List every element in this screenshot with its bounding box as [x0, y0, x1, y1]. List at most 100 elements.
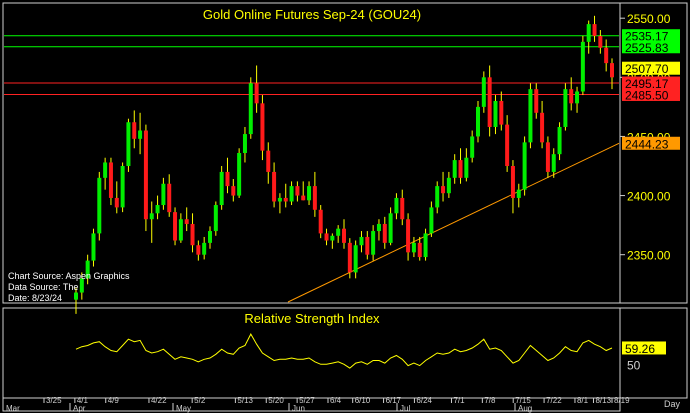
candle-body	[336, 228, 341, 236]
candle-39	[301, 181, 306, 201]
candle-5	[103, 157, 108, 190]
candle-body	[476, 106, 480, 137]
candle-body	[446, 177, 451, 194]
candle-body	[557, 126, 562, 155]
candle-63	[441, 171, 446, 202]
candle-body	[493, 100, 498, 127]
time-axis-unit-label: Day	[664, 399, 681, 409]
candle-75	[510, 160, 515, 214]
candle-body	[371, 231, 376, 255]
candle-73	[499, 91, 504, 131]
candle-body	[452, 160, 457, 178]
trendline-label-box	[622, 136, 680, 150]
candle-18	[178, 213, 183, 243]
candle-body	[132, 122, 137, 139]
candle-body	[307, 186, 312, 201]
candle-49	[359, 231, 364, 253]
chart-title: Gold Online Futures Sep-24 (GOU24)	[203, 7, 421, 22]
candle-81	[545, 136, 550, 178]
candle-79	[534, 83, 539, 119]
candle-9	[126, 118, 131, 172]
candle-body	[196, 245, 201, 255]
candle-15	[161, 177, 166, 210]
trendline	[287, 142, 620, 303]
candle-body	[376, 223, 381, 232]
candle-body	[108, 162, 113, 198]
candle-body	[347, 242, 352, 273]
candle-body	[149, 213, 154, 220]
candle-body	[91, 233, 96, 261]
annotation-date: Date: 8/23/24	[8, 293, 62, 303]
candle-47	[347, 238, 352, 279]
candle-body	[126, 122, 131, 167]
candle-88	[586, 20, 591, 54]
candle-0	[74, 287, 78, 314]
candle-71	[487, 65, 492, 137]
candle-30	[248, 77, 253, 139]
month-label: Mar	[6, 404, 20, 413]
candle-8	[120, 162, 125, 213]
candle-body	[283, 197, 288, 202]
candle-body	[592, 24, 597, 36]
candle-31	[254, 65, 259, 113]
candle-body	[353, 245, 358, 273]
candle-body	[114, 197, 119, 208]
candle-body	[540, 112, 545, 143]
candle-body	[330, 235, 335, 241]
candle-body	[260, 103, 265, 151]
y-tick-label: 2550.00	[627, 12, 671, 26]
candle-42	[318, 205, 323, 239]
candle-1	[79, 272, 84, 300]
candle-body	[516, 189, 521, 198]
candle-body	[213, 205, 218, 232]
candle-29	[242, 126, 247, 163]
candle-25	[219, 166, 224, 210]
candle-45	[336, 225, 341, 243]
candle-body	[318, 209, 323, 234]
candle-body	[586, 24, 591, 42]
candle-body	[610, 63, 614, 78]
candle-body	[184, 219, 189, 224]
candle-body	[342, 228, 346, 243]
candle-2	[85, 254, 90, 285]
candle-80	[540, 100, 545, 149]
candle-body	[225, 171, 230, 187]
candle-55	[394, 193, 399, 220]
candle-body	[289, 186, 294, 202]
candle-41	[312, 171, 317, 217]
rsi-last-value-box	[622, 341, 666, 355]
x-tick-label: 7/1	[453, 396, 465, 405]
candle-body	[178, 219, 183, 241]
candle-22	[202, 236, 207, 260]
candle-43	[324, 228, 329, 246]
rsi-panel	[2, 307, 621, 399]
candle-body	[161, 183, 166, 206]
candle-body	[103, 162, 108, 178]
y-tick-label: 2400.00	[627, 190, 671, 204]
candle-86	[575, 86, 580, 113]
rsi-last-value: 59.26	[625, 342, 655, 356]
candle-body	[365, 236, 370, 255]
x-tick-label: 7/8	[484, 396, 496, 405]
candle-38	[295, 181, 300, 202]
x-tick-label: 6/10	[355, 396, 371, 405]
candle-body	[382, 223, 387, 243]
candle-57	[406, 213, 411, 261]
candle-body	[85, 260, 90, 279]
level-label-box	[622, 40, 680, 54]
candle-body	[79, 278, 84, 293]
candle-33	[266, 142, 271, 184]
trendline-label: 2444.23	[625, 137, 669, 151]
rsi-y-tick-label: 50	[627, 358, 641, 372]
candle-body	[417, 242, 422, 258]
candle-69	[476, 100, 480, 143]
candle-70	[481, 71, 486, 113]
candle-body	[266, 150, 271, 172]
candle-34	[272, 162, 277, 208]
candle-19	[184, 207, 189, 232]
level-label-box	[622, 76, 680, 90]
candle-82	[551, 148, 556, 178]
candle-36	[283, 183, 288, 208]
candle-23	[208, 226, 212, 249]
